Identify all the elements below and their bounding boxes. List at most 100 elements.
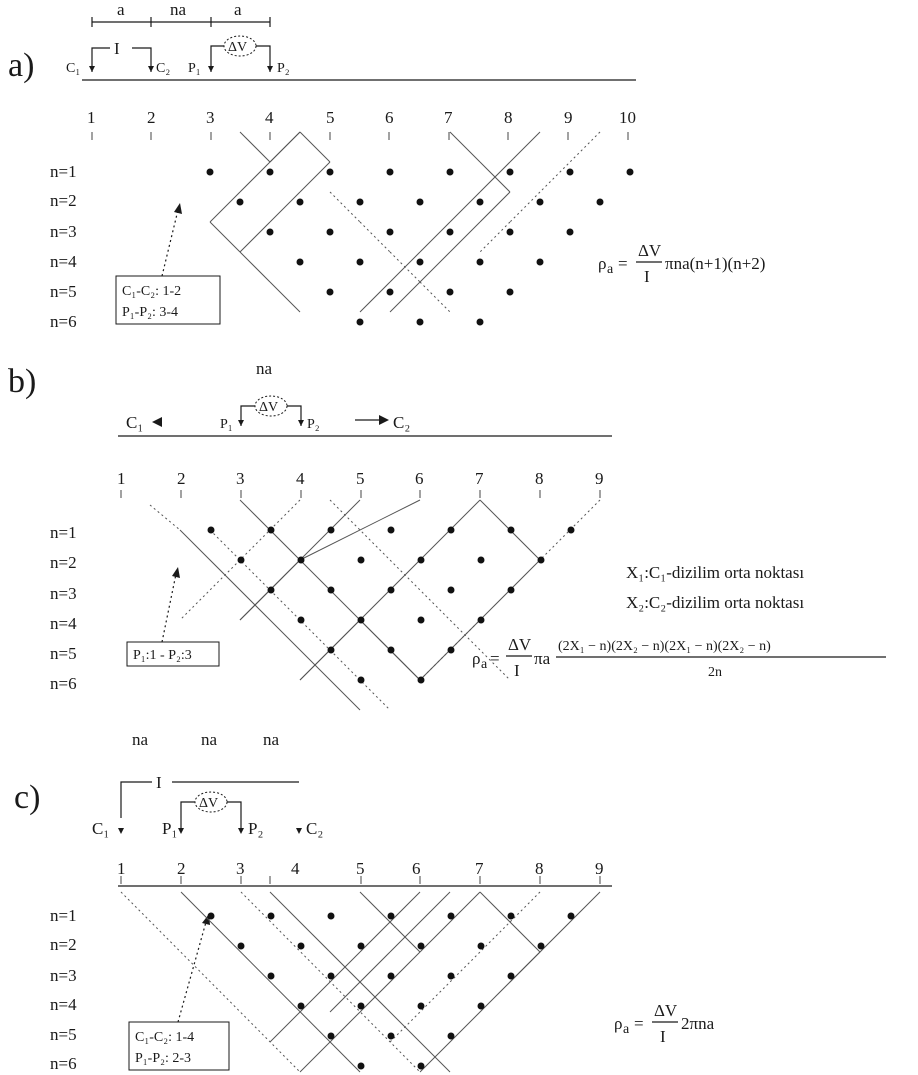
panel-a-datum-point — [266, 168, 274, 176]
panel-c-datum-point — [567, 912, 575, 920]
panel-a-electrode-number: 10 — [619, 108, 636, 127]
panel-b-datum-point — [417, 556, 425, 564]
panel-a-datum-point — [296, 198, 304, 206]
panel-a-datum-point — [626, 168, 634, 176]
panel-c-level-label: n=4 — [50, 995, 77, 1014]
panel-c-electrode-number: 1 — [117, 859, 126, 878]
svg-text:2n: 2n — [708, 665, 722, 680]
panel-c-datum-point — [207, 912, 215, 920]
panel-c-guide-line — [419, 891, 481, 953]
panel-b-datum-point — [297, 556, 305, 564]
panel-c-current-loop — [120, 781, 299, 818]
panel-a-electrode-number: 2 — [147, 108, 156, 127]
panel-a-electrode-number: 5 — [326, 108, 335, 127]
panel-b-datum-point — [327, 646, 335, 654]
panel-c-datum-point — [477, 1002, 485, 1010]
panel-b-datum-point — [417, 616, 425, 624]
panel-b-electrode-number: 6 — [415, 469, 424, 488]
panel-c-datum-point — [327, 972, 335, 980]
panel-a-datum-point — [476, 198, 484, 206]
panel-a-datum-point — [386, 168, 394, 176]
panel-c-electrode-number: 9 — [595, 859, 604, 878]
panel-b-electrode-number: 2 — [177, 469, 186, 488]
panel-c-guide-line — [389, 891, 451, 953]
panel-c-electrode-number: 4 — [291, 859, 300, 878]
panel-b-level-label: n=6 — [50, 674, 77, 693]
panel-c-guide-line — [479, 891, 541, 953]
panel-b-electrode-number: 8 — [535, 469, 544, 488]
panel-c-electrode-number: 6 — [412, 859, 421, 878]
panel-b-datum-point — [267, 586, 275, 594]
svg-text:I: I — [660, 1027, 666, 1046]
panel-b-guide-line — [419, 619, 481, 681]
panel-b-datum-point — [507, 586, 515, 594]
panel-a-guide-line — [239, 221, 271, 253]
panel-c-datum-point — [507, 972, 515, 980]
panel-a-voltmeter-icon — [223, 35, 257, 57]
panel-b-guide-line — [149, 504, 181, 531]
panel-a-legend-line-2: P₁-P₂: 3-4 — [122, 305, 178, 320]
panel-c-label: c) — [14, 779, 40, 816]
panel-a-legend-arrowhead — [174, 203, 182, 214]
panel-c-datum-point — [357, 1002, 365, 1010]
panel-a-datum-point — [416, 198, 424, 206]
panel-a-datum-point — [326, 228, 334, 236]
panel-c-guide-line — [299, 1011, 361, 1073]
panel-b-datum-point — [357, 676, 365, 684]
panel-a-guide-line — [269, 191, 301, 223]
panel-c-spacing-label-1: na — [132, 730, 149, 749]
panel-a-guide-line — [359, 221, 391, 253]
panel-a-level-label: n=4 — [50, 252, 77, 271]
panel-a: a) a na a I ΔV C₁ C₂ P₁ P₂ 1 2 3 4 5 — [8, 0, 765, 331]
panel-b-datum-point — [477, 616, 485, 624]
panel-b-datum-point — [387, 586, 395, 594]
panel-c-legend-line-2: P₁-P₂: 2-3 — [135, 1051, 191, 1066]
panel-a-electrode-number: 7 — [444, 108, 453, 127]
svg-text:2πna: 2πna — [681, 1014, 715, 1033]
panel-a-electrode-arrow — [208, 66, 214, 72]
panel-a-level-label: n=3 — [50, 222, 77, 241]
panel-c-pseudosection — [120, 876, 601, 1073]
panel-a-spacing-label-1: a — [117, 0, 125, 19]
panel-a-electrode-number: 3 — [206, 108, 215, 127]
panel-a-datum-point — [356, 258, 364, 266]
panel-b-electrode-arrow — [238, 420, 244, 426]
panel-a-datum-point — [476, 258, 484, 266]
panel-b-voltmeter-icon — [254, 395, 288, 417]
panel-b-spacing-label: na — [256, 359, 273, 378]
panel-b-datum-point — [207, 526, 215, 534]
panel-a-current-label-bg — [110, 40, 132, 56]
panel-a-datum-point — [446, 168, 454, 176]
panel-c-datum-point — [417, 1062, 425, 1070]
svg-text:ΔV: ΔV — [654, 1001, 678, 1020]
panel-c-electrode-arrow — [238, 828, 244, 834]
panel-c-datum-point — [237, 942, 245, 950]
panel-a-datum-point — [206, 168, 214, 176]
panel-a-legend-line-1: C₁-C₂: 1-2 — [122, 284, 181, 299]
panel-a-guide-line — [419, 251, 451, 283]
panel-b-electrode-number: 7 — [475, 469, 484, 488]
panel-c-electrode-p2: P₂ — [248, 819, 263, 838]
panel-a-guide-line — [239, 161, 271, 193]
panel-b-datum-point — [447, 526, 455, 534]
panel-b-note-2: X₂:C₂-dizilim orta noktası — [626, 593, 804, 612]
panel-c-electrode-number: 3 — [236, 859, 245, 878]
panel-a-current-label: I — [114, 39, 120, 58]
svg-text:ΔV: ΔV — [508, 635, 532, 654]
panel-c-datum-point — [387, 912, 395, 920]
svg-text:ρ: ρ — [614, 1014, 622, 1033]
panel-a-guide-line — [239, 131, 271, 163]
panel-b-datum-point — [387, 646, 395, 654]
panel-b-datum-point — [477, 556, 485, 564]
panel-a-electrode-arrow — [89, 66, 95, 72]
panel-b-electrode-c2: C₂ — [393, 413, 410, 432]
panel-a-datum-point — [596, 198, 604, 206]
panel-a-guide-line — [419, 281, 451, 313]
panel-c-guide-line — [299, 951, 361, 1013]
panel-b-c2-arrow-icon — [379, 415, 389, 425]
panel-a-datum-point — [536, 258, 544, 266]
panel-a-datum-point — [266, 228, 274, 236]
panel-a-legend-pointer — [161, 209, 179, 277]
panel-b-electrode-c1: C₁ — [126, 413, 143, 432]
svg-text:ΔV: ΔV — [638, 241, 662, 260]
